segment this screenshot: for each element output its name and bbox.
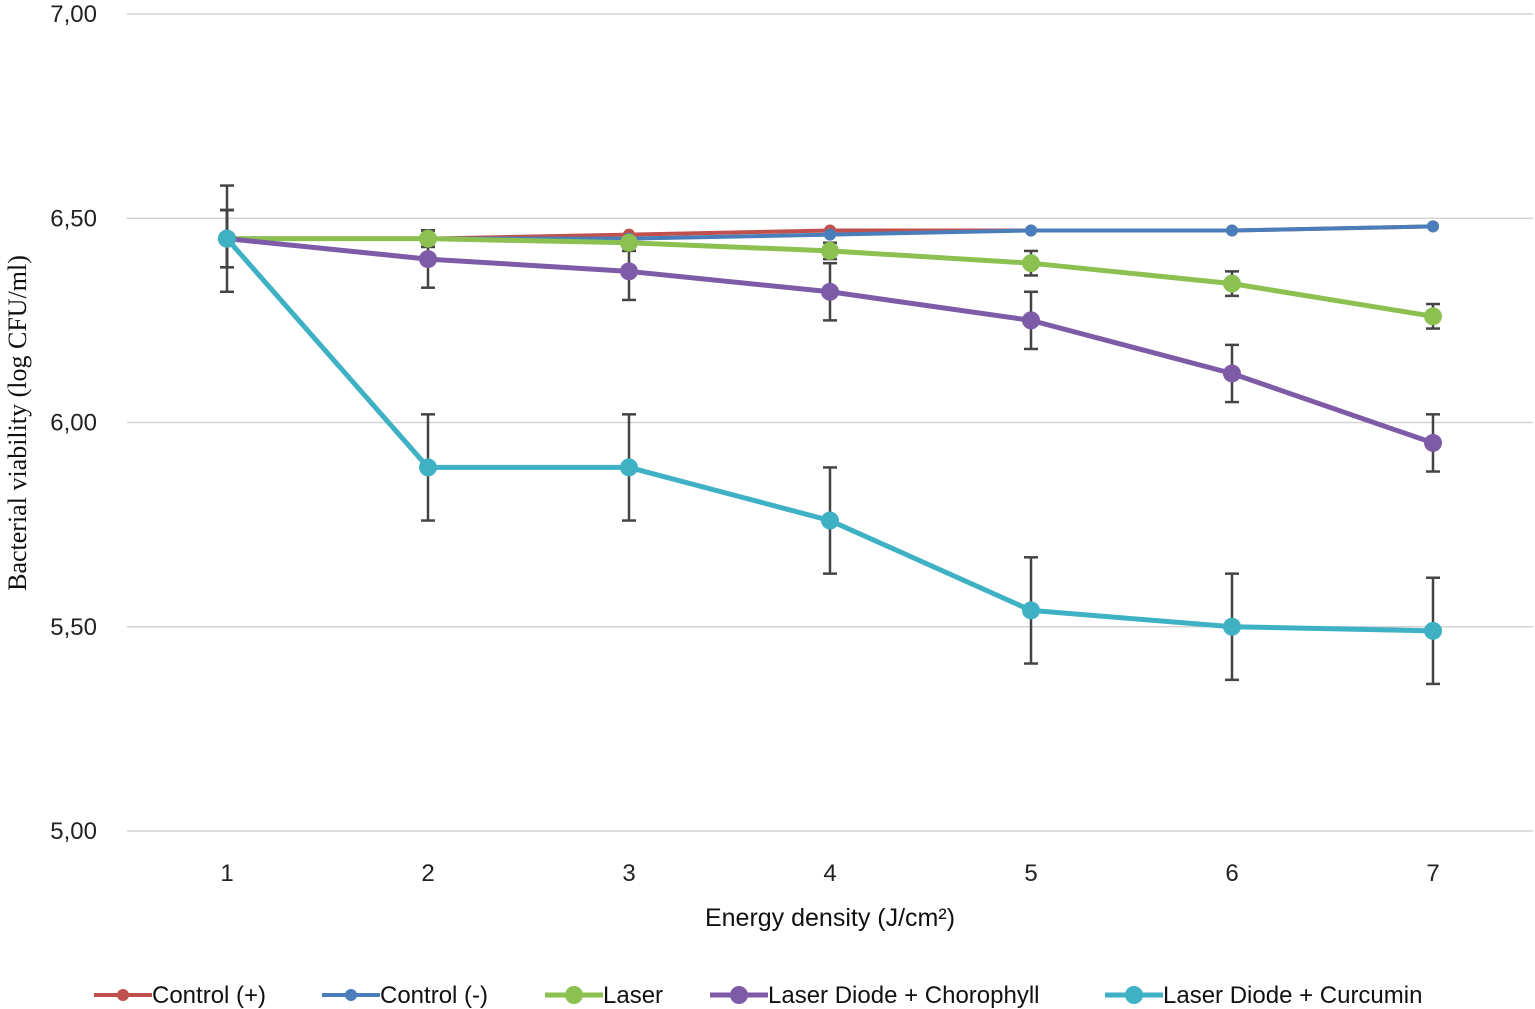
data-point [1223,617,1241,636]
y-tick-label: 5,50 [50,614,97,641]
data-point [1022,601,1040,620]
data-point [821,511,839,530]
data-point [1427,220,1439,233]
legend-label: Control (+) [152,982,266,1009]
legend-label: Control (-) [380,982,488,1009]
x-tick-label: 2 [421,860,434,887]
data-point [419,458,437,477]
error-bars [220,184,1440,686]
legend-swatch-marker [565,986,583,1004]
legend-swatch-marker [345,989,357,1001]
x-axis-title: Energy density (J/cm²) [705,904,955,932]
x-tick-label: 7 [1426,860,1439,887]
x-tick-label: 6 [1225,860,1238,887]
x-axis-ticks: 1 2 3 4 5 6 7 [220,860,1439,887]
gridlines [127,13,1533,832]
legend-swatch-marker [117,989,129,1001]
data-point [821,241,839,260]
x-tick-label: 1 [220,860,233,887]
data-point [1424,307,1442,326]
legend-item: Control (+) [94,982,266,1009]
data-point [1424,621,1442,640]
series-laser-diode-curcumin [218,229,1442,640]
legend-swatch-marker [730,986,748,1004]
legend-label: Laser [603,982,663,1009]
legend-item: Control (-) [322,982,488,1009]
y-tick-label: 5,00 [50,818,97,845]
legend-swatch-marker [1125,986,1143,1004]
data-point [1226,224,1238,237]
data-point [821,282,839,301]
legend-label: Laser Diode + Curcumin [1163,982,1422,1009]
data-point [620,458,638,477]
legend-item: Laser Diode + Chorophyll [710,982,1040,1009]
y-axis-ticks: 5,00 5,50 6,00 6,50 7,00 [50,1,97,845]
x-tick-label: 5 [1024,860,1037,887]
series-laser [218,229,1442,326]
data-point [620,233,638,252]
data-point [218,229,236,248]
y-tick-label: 6,00 [50,410,97,437]
data-point [1022,254,1040,273]
data-point [620,262,638,281]
data-series [218,220,1442,640]
data-point [419,250,437,269]
legend: Control (+) Control (-) Laser Laser Diode +… [94,982,1422,1009]
data-point [1025,224,1037,237]
legend-label: Laser Diode + Chorophyll [768,982,1040,1009]
y-tick-label: 6,50 [50,205,97,232]
data-point [1223,364,1241,383]
data-point [824,228,836,241]
y-axis-title: Bacterial viability (log CFU/ml) [3,255,32,591]
data-point [1424,433,1442,452]
x-tick-label: 4 [823,860,836,887]
y-tick-label: 7,00 [50,1,97,28]
data-point [1022,311,1040,330]
legend-item: Laser [545,982,663,1009]
x-tick-label: 3 [622,860,635,887]
data-point [1223,274,1241,293]
legend-item: Laser Diode + Curcumin [1105,982,1422,1009]
data-point [419,229,437,248]
